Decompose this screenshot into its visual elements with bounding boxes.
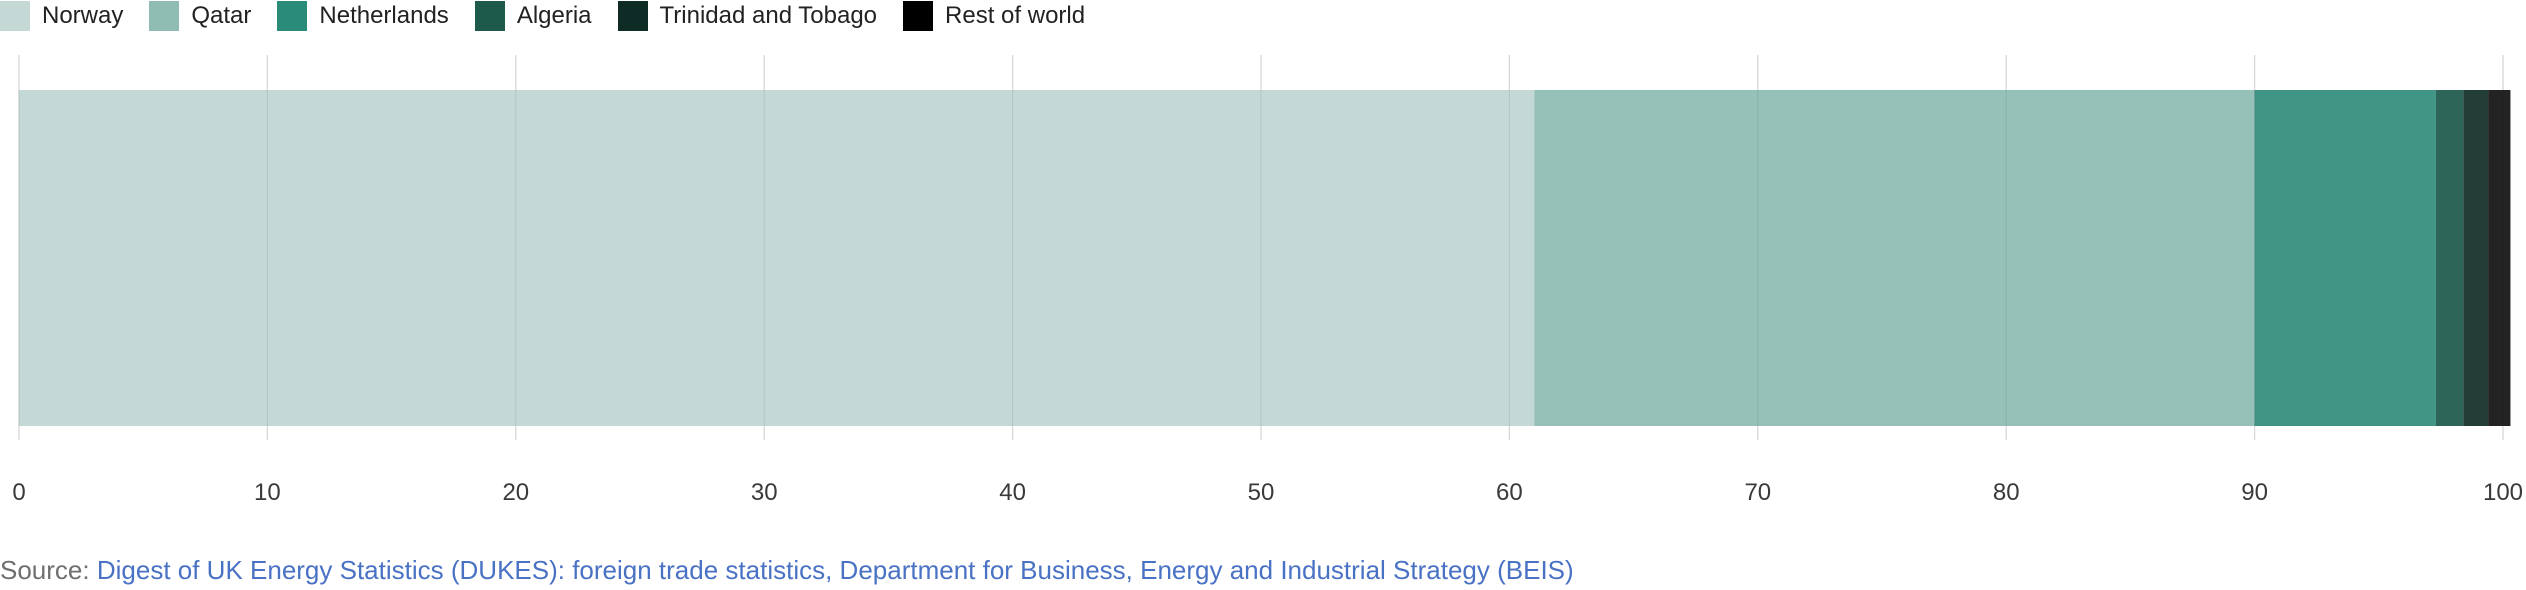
x-tick-label: 60 (1496, 479, 1523, 506)
bar-segment (2435, 90, 2464, 426)
legend-item: Netherlands (277, 1, 449, 31)
legend-label: Rest of world (945, 2, 1086, 29)
legend-label: Norway (42, 2, 124, 29)
legend-item: Algeria (474, 1, 592, 31)
source-prefix: Source: (0, 555, 90, 585)
legend-swatch (277, 1, 308, 31)
x-tick-label: 80 (1993, 479, 2020, 506)
bar-segment (2463, 90, 2489, 426)
bar-segment (19, 90, 1535, 426)
legend-label: Netherlands (319, 2, 449, 29)
chart-legend: Norway Qatar Netherlands Algeria Trinidad an… (0, 0, 1111, 32)
legend-item: Qatar (149, 1, 251, 31)
bar-segment (2254, 90, 2436, 426)
bar-segment (2488, 90, 2511, 426)
x-tick-label: 20 (502, 479, 529, 506)
bar-segment (1534, 90, 2255, 426)
source-link[interactable]: Digest of UK Energy Statistics (DUKES): … (96, 555, 1574, 585)
legend-swatch (474, 1, 505, 31)
x-tick-label: 100 (2483, 479, 2523, 506)
x-axis-ticks: 0 10 20 30 40 50 60 70 80 90 100 (12, 90, 2523, 506)
legend-item: Norway (0, 1, 123, 31)
legend-swatch (617, 1, 648, 31)
legend-item: Rest of world (903, 1, 1085, 31)
stacked-bar-chart: 0 10 20 30 40 50 60 70 80 90 100 (12, 55, 2523, 506)
legend-label: Algeria (516, 2, 592, 29)
legend-label: Qatar (191, 2, 252, 29)
legend-swatch (0, 1, 30, 31)
x-tick-label: 90 (2241, 479, 2268, 506)
x-tick-label: 70 (1744, 479, 1771, 506)
x-tick-label: 50 (1248, 479, 1275, 506)
x-tick-label: 10 (254, 479, 281, 506)
legend-swatch (903, 1, 934, 31)
bar-segments (19, 90, 2511, 426)
x-tick-label: 30 (751, 479, 778, 506)
source-note: Source: Digest of UK Energy Statistics (… (0, 555, 1574, 586)
legend-swatch (149, 1, 180, 31)
x-tick-label: 0 (12, 479, 25, 506)
x-tick-label: 40 (999, 479, 1026, 506)
legend-label: Trinidad and Tobago (659, 2, 878, 29)
legend-item: Trinidad and Tobago (617, 1, 878, 31)
